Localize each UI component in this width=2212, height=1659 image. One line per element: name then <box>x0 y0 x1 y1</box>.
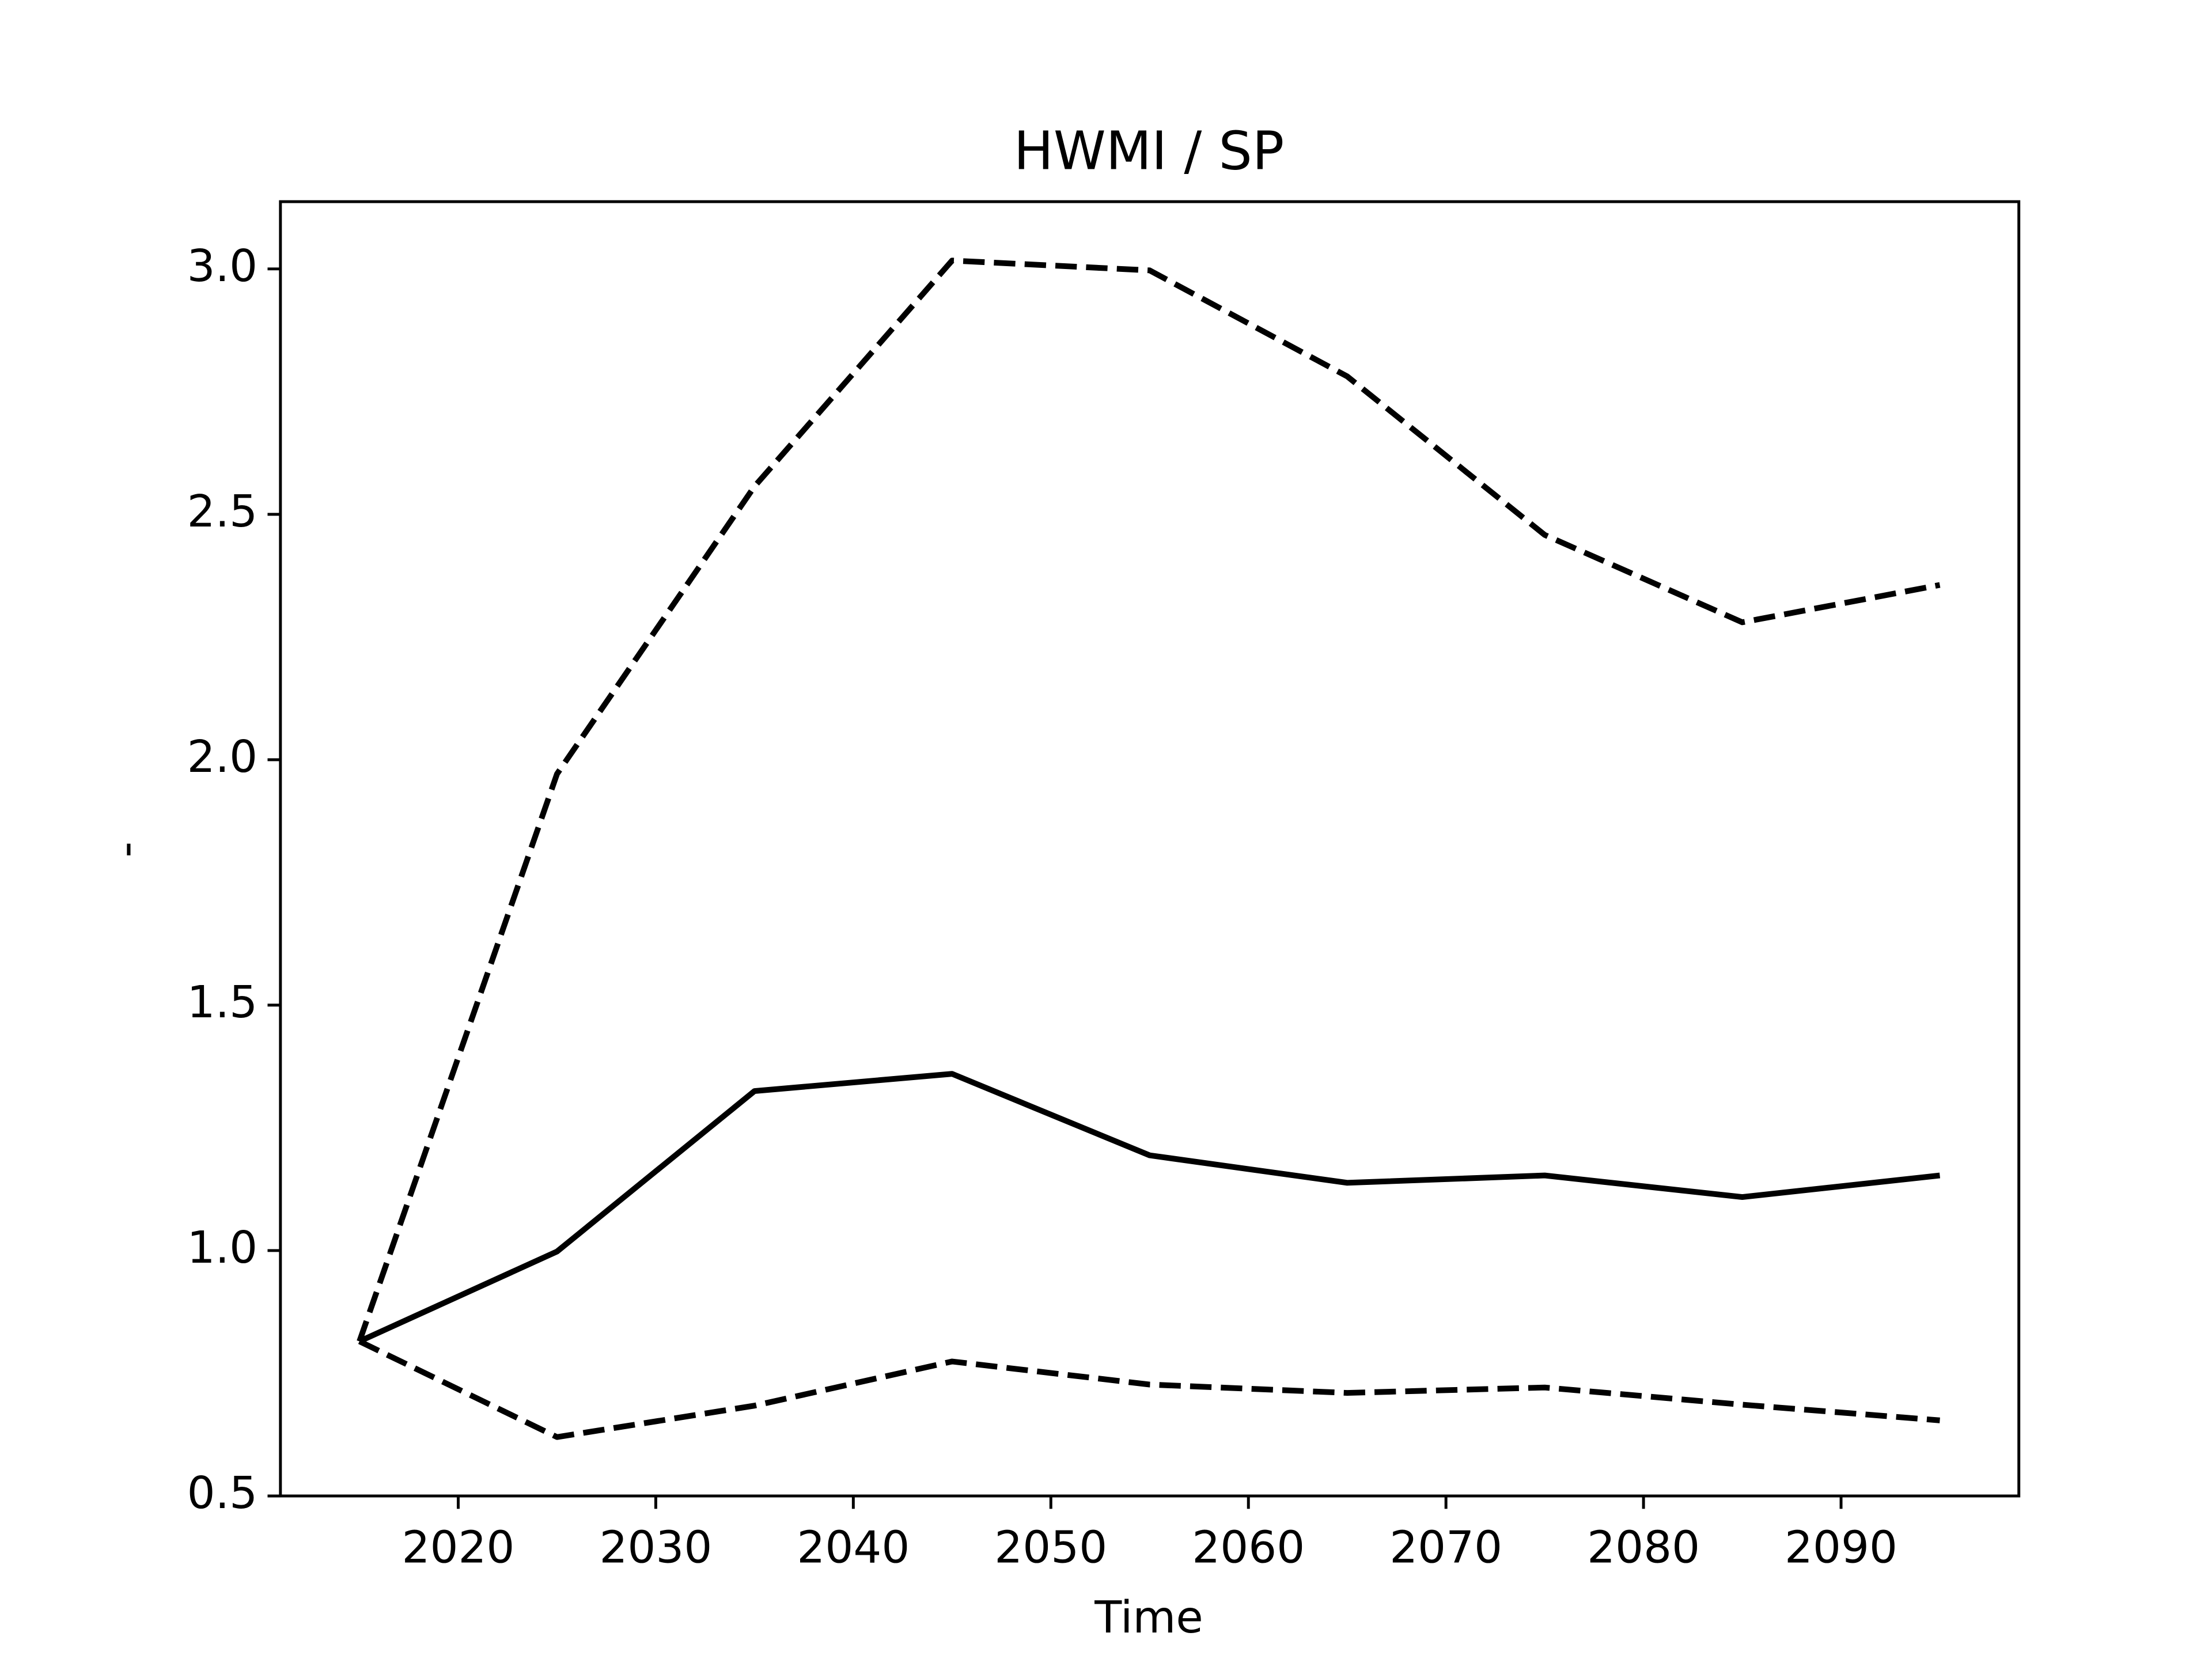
y-tick-label: 2.5 <box>187 486 257 537</box>
y-tick-label: 1.0 <box>187 1222 257 1274</box>
x-tick-label: 2060 <box>1192 1522 1305 1573</box>
x-tick-label: 2040 <box>797 1522 910 1573</box>
line-series <box>358 1339 1940 1440</box>
x-tick-label: 2050 <box>994 1522 1107 1573</box>
x-tick-label: 2070 <box>1389 1522 1502 1573</box>
y-tick-label: 3.0 <box>187 241 257 292</box>
x-tick-label: 2080 <box>1587 1522 1700 1573</box>
chart-title: HWMI / SP <box>1014 120 1284 182</box>
y-tick-label: 1.5 <box>187 977 257 1028</box>
y-tick-label: 0.5 <box>187 1468 257 1519</box>
x-tick-label: 2090 <box>1785 1522 1897 1573</box>
x-axis-label: Time <box>1094 1592 1203 1643</box>
line-series <box>357 257 1941 1343</box>
x-tick-label: 2020 <box>402 1522 515 1573</box>
plot-frame <box>279 200 2021 1498</box>
line-series <box>358 1071 1941 1344</box>
y-axis-label: - <box>101 842 152 858</box>
x-tick-label: 2030 <box>599 1522 712 1573</box>
y-tick-label: 2.0 <box>187 732 257 783</box>
